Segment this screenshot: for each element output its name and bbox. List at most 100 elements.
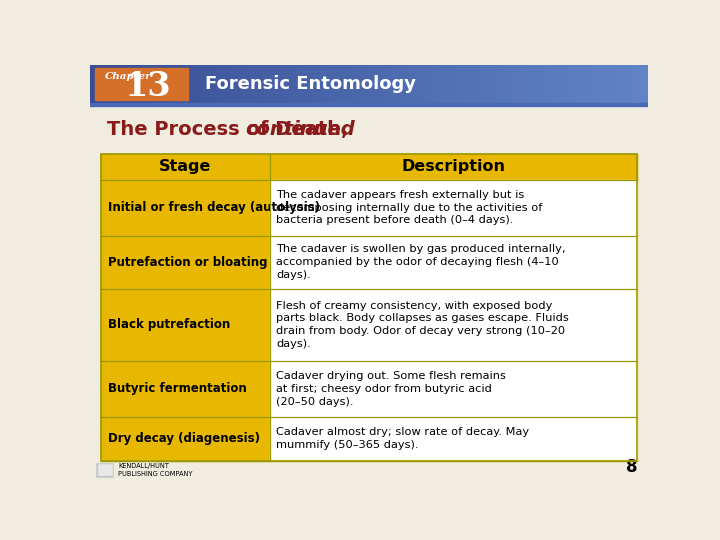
Bar <box>327 65 335 103</box>
Bar <box>222 65 230 103</box>
Bar <box>111 65 119 103</box>
Bar <box>606 65 614 103</box>
Text: Dry decay (diagenesis): Dry decay (diagenesis) <box>108 432 260 445</box>
Bar <box>571 65 579 103</box>
Bar <box>516 65 523 103</box>
Bar <box>90 65 98 103</box>
Bar <box>544 65 551 103</box>
Bar <box>258 65 265 103</box>
Text: Description: Description <box>402 159 505 174</box>
Bar <box>411 65 418 103</box>
Bar <box>236 65 244 103</box>
Text: The cadaver appears fresh externally but is
decomposing internally due to the ac: The cadaver appears fresh externally but… <box>276 190 542 225</box>
Text: The Process of Death,: The Process of Death, <box>107 120 348 139</box>
Bar <box>230 65 238 103</box>
Bar <box>306 65 314 103</box>
Bar <box>438 65 446 103</box>
Bar <box>270 361 637 417</box>
Text: continued: continued <box>246 120 355 139</box>
Bar <box>270 417 637 461</box>
Bar <box>167 65 174 103</box>
Bar <box>620 65 628 103</box>
Bar <box>376 65 384 103</box>
Bar <box>188 65 195 103</box>
Bar <box>181 65 189 103</box>
Text: Flesh of creamy consistency, with exposed body
parts black. Body collapses as ga: Flesh of creamy consistency, with expose… <box>276 301 569 349</box>
Bar <box>383 65 391 103</box>
Bar <box>292 65 300 103</box>
Bar <box>334 65 342 103</box>
Bar <box>174 65 181 103</box>
Bar <box>578 65 586 103</box>
Bar <box>97 65 104 103</box>
Text: Black putrefaction: Black putrefaction <box>108 318 230 331</box>
Bar <box>341 65 349 103</box>
Bar <box>564 65 572 103</box>
Bar <box>96 68 189 100</box>
Bar <box>160 65 168 103</box>
Bar <box>271 65 279 103</box>
Text: Forensic Entomology: Forensic Entomology <box>204 75 415 93</box>
Bar <box>251 65 258 103</box>
Text: KENDALL/HUNT
PUBLISHING COMPANY: KENDALL/HUNT PUBLISHING COMPANY <box>118 463 192 477</box>
Bar <box>101 154 637 179</box>
Bar <box>264 65 272 103</box>
Text: 13: 13 <box>125 70 171 103</box>
Bar <box>474 65 482 103</box>
Bar <box>495 65 503 103</box>
Bar <box>390 65 397 103</box>
Bar <box>96 463 113 477</box>
Text: Cadaver almost dry; slow rate of decay. May
mummify (50–365 days).: Cadaver almost dry; slow rate of decay. … <box>276 427 529 450</box>
Bar <box>529 65 537 103</box>
Text: The cadaver is swollen by gas produced internally,
accompanied by the odor of de: The cadaver is swollen by gas produced i… <box>276 245 565 280</box>
Bar <box>467 65 474 103</box>
Bar <box>404 65 412 103</box>
Bar <box>641 65 649 103</box>
Bar <box>243 65 251 103</box>
Bar <box>313 65 321 103</box>
Bar <box>355 65 363 103</box>
Bar <box>270 179 637 236</box>
Bar <box>585 65 593 103</box>
Bar <box>209 65 216 103</box>
Bar <box>104 65 112 103</box>
Bar <box>320 65 328 103</box>
Bar <box>459 65 467 103</box>
Bar <box>215 65 223 103</box>
Bar <box>536 65 544 103</box>
Bar <box>557 65 565 103</box>
Bar <box>139 65 147 103</box>
Bar <box>599 65 607 103</box>
Bar <box>418 65 426 103</box>
Bar <box>279 65 286 103</box>
Text: 8: 8 <box>626 458 637 476</box>
Bar <box>432 65 439 103</box>
Bar <box>397 65 405 103</box>
Bar <box>481 65 488 103</box>
Text: Cadaver drying out. Some flesh remains
at first; cheesy odor from butyric acid
(: Cadaver drying out. Some flesh remains a… <box>276 371 506 407</box>
Bar <box>194 65 202 103</box>
Bar <box>523 65 530 103</box>
Bar <box>145 65 153 103</box>
Text: Stage: Stage <box>159 159 212 174</box>
Text: Initial or fresh decay (autolysis): Initial or fresh decay (autolysis) <box>108 201 320 214</box>
Bar <box>508 65 516 103</box>
Bar <box>270 236 637 289</box>
Bar <box>446 65 454 103</box>
Bar <box>362 65 370 103</box>
Bar <box>453 65 461 103</box>
Bar <box>502 65 509 103</box>
Bar <box>425 65 433 103</box>
Text: Butyric fermentation: Butyric fermentation <box>108 382 246 395</box>
Bar <box>369 65 377 103</box>
Bar <box>118 65 126 103</box>
Bar <box>90 103 648 106</box>
Bar <box>300 65 307 103</box>
Bar <box>101 154 637 461</box>
Bar <box>613 65 621 103</box>
Bar <box>634 65 642 103</box>
Bar <box>487 65 495 103</box>
Bar <box>348 65 356 103</box>
Bar <box>101 154 637 461</box>
Bar <box>550 65 558 103</box>
